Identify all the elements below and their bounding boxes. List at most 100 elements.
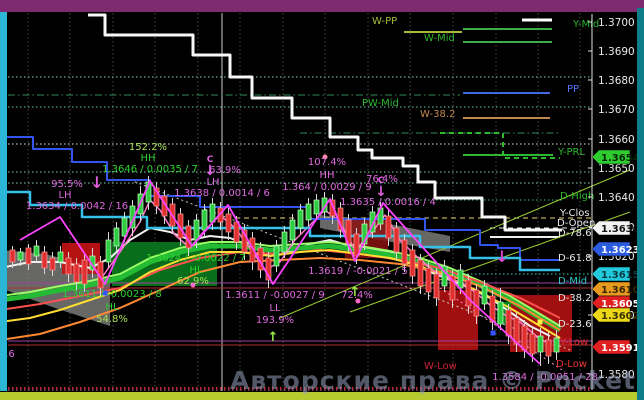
price-badge [591,241,631,257]
price-badge [591,281,631,297]
swing-annotation: 1.3584 / -0.0051 / 28 [492,372,598,383]
swing-annotation: 54.8% [96,314,128,325]
candle [297,209,304,229]
candle [417,259,424,287]
level-label: W-PP [372,16,397,27]
swing-annotation: LL [269,303,281,314]
dot-marker [190,282,196,288]
candle [113,227,120,247]
swing-annotation: 1.3646 / 0.0035 / 7 [102,164,198,175]
level-label: D-High [560,191,594,202]
candle [489,295,496,323]
candle [25,247,32,265]
candle [241,229,248,253]
swing-annotation: 76.4% [366,174,398,185]
candle [233,221,240,243]
candle [105,239,112,263]
candle [33,245,40,257]
candle [513,317,520,345]
candle [225,213,232,233]
price-badge [591,339,631,355]
candle [9,249,16,263]
level-label: D-Open [557,218,595,229]
candle [57,251,64,263]
swing-annotation: 152.2% [129,142,167,153]
axis-price-label: 1.3670 [598,104,635,116]
trendline [279,169,631,319]
level-label: D-23.6 [558,319,592,330]
candle [65,257,72,275]
price-badge-value: 1.3610 [601,285,640,296]
candle [177,213,184,239]
swing-annotation: 193.9% [256,315,294,326]
price-badge-value: 1.3623 [601,245,640,256]
level-label: PP [567,84,579,95]
candle [457,269,464,289]
dot-marker [322,154,328,160]
price-badge-value: 1.3605 [601,299,640,310]
frame-left-stripe [0,12,7,391]
candle [369,211,376,233]
swing-annotation: 63.9% [209,165,241,176]
price-badge-value: 1.3591 [601,343,640,354]
axis-price-label: 1.3660 [598,134,635,146]
axis-price-label: 1.3690 [598,46,635,58]
candle [393,227,400,253]
axis-price-label: 1.3680 [598,75,635,87]
swing-annotation: HL [105,302,119,313]
candle [553,337,560,353]
swing-annotation: 1.3611 / -0.0027 / 9 [225,290,324,301]
candle [545,339,552,357]
candle [361,223,368,245]
price-badge [591,266,631,282]
price-badge [591,307,631,323]
candle [449,275,456,301]
down-arrow-marker: ↓ [375,184,387,200]
level-label: W-38.2 [420,109,455,120]
level-label: PW-Mid [362,98,399,109]
price-badge [591,220,631,236]
swing-annotation: LH [58,190,71,201]
axis-price-label: 1.3700 [598,17,635,29]
candle [73,263,80,283]
swing-annotation: 1.3634 / 0.0042 / 16 [26,201,128,212]
candle [289,219,296,241]
level-label: D-Low [556,359,587,370]
price-badge-value: 1.3602 [601,311,640,322]
up-arrow-marker: ↑ [350,285,361,300]
candle [305,203,312,221]
candle [385,215,392,239]
down-arrow-marker: ↓ [90,173,103,192]
candle [473,289,480,317]
swing-annotation: 1.3638 / 0.0014 / 6 [174,188,270,199]
candle [329,199,336,217]
candle [313,199,320,215]
down-arrow-marker: ↓ [495,247,508,266]
swing-annotation: 107.4% [308,157,346,168]
square-marker [490,330,496,336]
frame-top-bar [0,0,644,12]
trendline [349,211,631,313]
price-badge-value: 1.3630 [601,224,640,235]
price-badge-value: 1.3654 [601,153,640,164]
level-label: D-38.2 [558,293,592,304]
price-badge [591,149,631,165]
candle [49,257,56,271]
swing-annotation: 1.364 / 0.0029 / 9 [282,182,371,193]
candle [481,285,488,305]
candle [521,325,528,351]
level-label: Y-PRL [557,147,586,158]
candle [281,231,288,253]
swing-annotation: 16 [2,349,15,360]
candle [537,335,544,353]
level-label: W-Mid [424,33,455,44]
swing-annotation: 1.3624 / -0.0022 / 7 [146,253,245,264]
candle [505,309,512,337]
candle [465,279,472,307]
swing-annotation: 1.3619 / -0.0021 / 5 [308,266,407,277]
swing-annotation: 72.4% [341,290,373,301]
frame-right-stripe [637,8,644,400]
level-label: D-78.6 [558,228,592,239]
axis-price-label: 1.3580 [598,369,635,381]
